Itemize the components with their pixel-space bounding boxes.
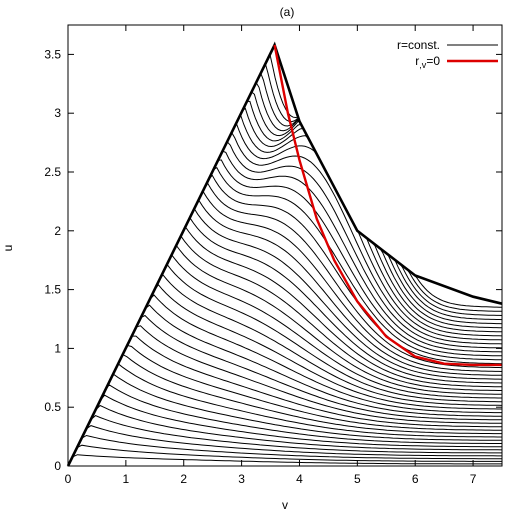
constant-r-curve (141, 304, 502, 417)
constant-r-curve (237, 114, 503, 337)
constant-r-curve (214, 159, 502, 357)
constant-r-curve (232, 122, 503, 341)
legend-label-rv-zero: r,v=0 (415, 54, 440, 70)
constant-r-curve (223, 140, 503, 349)
constant-r-curve (95, 404, 503, 451)
constant-r-curve (251, 91, 503, 325)
x-axis: 0 1 2 3 4 5 6 7 (65, 25, 477, 486)
constant-r-curve (159, 264, 502, 403)
x-tick-label: 1 (123, 472, 130, 486)
constant-r-curve (200, 182, 503, 369)
legend-label-subscript: ,v (419, 60, 427, 70)
constant-r-curve (86, 425, 502, 457)
constant-r-curves (72, 54, 503, 465)
x-tick-label: 5 (354, 472, 361, 486)
constant-r-curve (81, 434, 502, 460)
legend-label-r-const: r=const. (397, 38, 440, 52)
x-tick-label: 7 (470, 472, 477, 486)
y-tick-label: 3 (54, 106, 61, 120)
constant-r-curve (228, 131, 503, 345)
constant-r-curve (145, 294, 502, 414)
constant-r-curve (186, 207, 503, 380)
x-tick-label: 3 (238, 472, 245, 486)
y-tick-label: 0.5 (44, 400, 61, 414)
constant-r-curve (182, 216, 503, 384)
y-tick-label: 1.5 (44, 283, 61, 297)
y-tick-label: 0 (54, 459, 61, 473)
constant-r-curve (209, 166, 503, 361)
constant-r-curve (150, 284, 502, 410)
y-tick-label: 1 (54, 341, 61, 355)
plot-frame (67, 24, 503, 467)
y-tick-label: 3.5 (44, 47, 61, 61)
constant-r-curve (173, 235, 502, 391)
y-tick-label: 2.5 (44, 165, 61, 179)
constant-r-curve (154, 273, 503, 406)
constant-r-curve (104, 384, 502, 444)
constant-r-curve (196, 190, 503, 372)
constant-r-curve (99, 394, 502, 448)
constant-r-curve (108, 373, 502, 441)
constant-r-curve (219, 150, 503, 353)
constant-r-curve (72, 454, 502, 465)
legend-label-tail: =0 (426, 54, 440, 68)
constant-r-curve (136, 314, 502, 421)
constant-r-curve (131, 325, 502, 424)
constant-r-curve (76, 444, 502, 462)
constant-r-curve (177, 225, 503, 388)
x-axis-label: v (282, 498, 288, 512)
y-axis: 0 0.5 1 1.5 2 2.5 3 3.5 (44, 47, 502, 473)
chart-title: (a) (280, 5, 295, 19)
constant-r-curve (168, 244, 502, 395)
series-rv-zero-line (273, 44, 502, 367)
constant-r-curve (191, 199, 502, 376)
legend: r=const. r,v=0 (397, 38, 498, 70)
constant-r-curve (264, 63, 502, 312)
constant-r-curve (242, 107, 502, 333)
x-tick-label: 6 (412, 472, 419, 486)
constant-r-curve (127, 335, 502, 428)
constant-r-curve (113, 363, 502, 438)
x-tick-label: 4 (296, 472, 303, 486)
constant-r-curve (122, 344, 502, 431)
y-tick-label: 2 (54, 224, 61, 238)
constant-r-curve (118, 353, 502, 435)
constant-r-curve (163, 254, 502, 399)
x-tick-label: 0 (65, 472, 72, 486)
constant-r-curve (90, 415, 502, 454)
y-axis-label: u (1, 245, 15, 252)
x-tick-label: 2 (180, 472, 187, 486)
legend-label-main: r (415, 54, 419, 68)
